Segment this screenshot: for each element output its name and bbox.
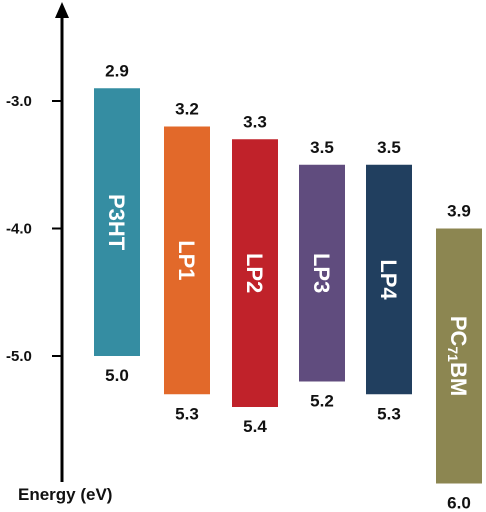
bar-name-label: P3HT (105, 194, 130, 251)
bar-name-text: P3HT (105, 194, 130, 251)
bar-name-subscript: 71 (445, 346, 461, 362)
bar-name-label: LP1 (175, 240, 200, 280)
bar-name-label: PC71BM (445, 316, 472, 396)
top-value-label: 3.2 (175, 100, 199, 119)
bar-name-text: LP2 (243, 253, 268, 293)
bar-name-label: LP4 (377, 259, 402, 300)
bar-p3ht (94, 88, 140, 356)
bar-name-label: LP2 (243, 253, 268, 293)
y-axis-arrow-icon (55, 2, 69, 18)
y-tick-label: -4.0 (6, 221, 32, 238)
bar-name-text: LP4 (377, 259, 402, 300)
top-value-label: 2.9 (105, 61, 129, 80)
top-value-label: 3.5 (377, 138, 401, 157)
bar-lp3 (299, 164, 345, 382)
bar-name-text: LP1 (175, 240, 200, 280)
bar-pc (436, 228, 482, 484)
bottom-value-label: 5.3 (377, 404, 401, 423)
bottom-value-label: 6.0 (447, 494, 471, 512)
bar-lp4 (366, 164, 412, 395)
top-value-label: 3.9 (447, 202, 471, 221)
bar-name-text: LP3 (310, 253, 335, 293)
bar-name-suffix: BM (447, 362, 472, 396)
bar-name-label: LP3 (310, 253, 335, 293)
bar-lp1 (164, 126, 210, 395)
bar-lp2 (232, 139, 278, 407)
bottom-value-label: 5.2 (310, 392, 334, 411)
y-tick-label: -5.0 (6, 348, 32, 365)
top-value-label: 3.5 (310, 138, 334, 157)
top-value-label: 3.3 (243, 112, 267, 131)
bar-name-text: PC (447, 316, 472, 347)
bottom-value-label: 5.3 (175, 404, 199, 423)
y-tick-label: -3.0 (6, 93, 32, 110)
bottom-value-label: 5.4 (243, 417, 267, 436)
y-axis-title: Energy (eV) (18, 485, 112, 504)
bottom-value-label: 5.0 (105, 366, 129, 385)
